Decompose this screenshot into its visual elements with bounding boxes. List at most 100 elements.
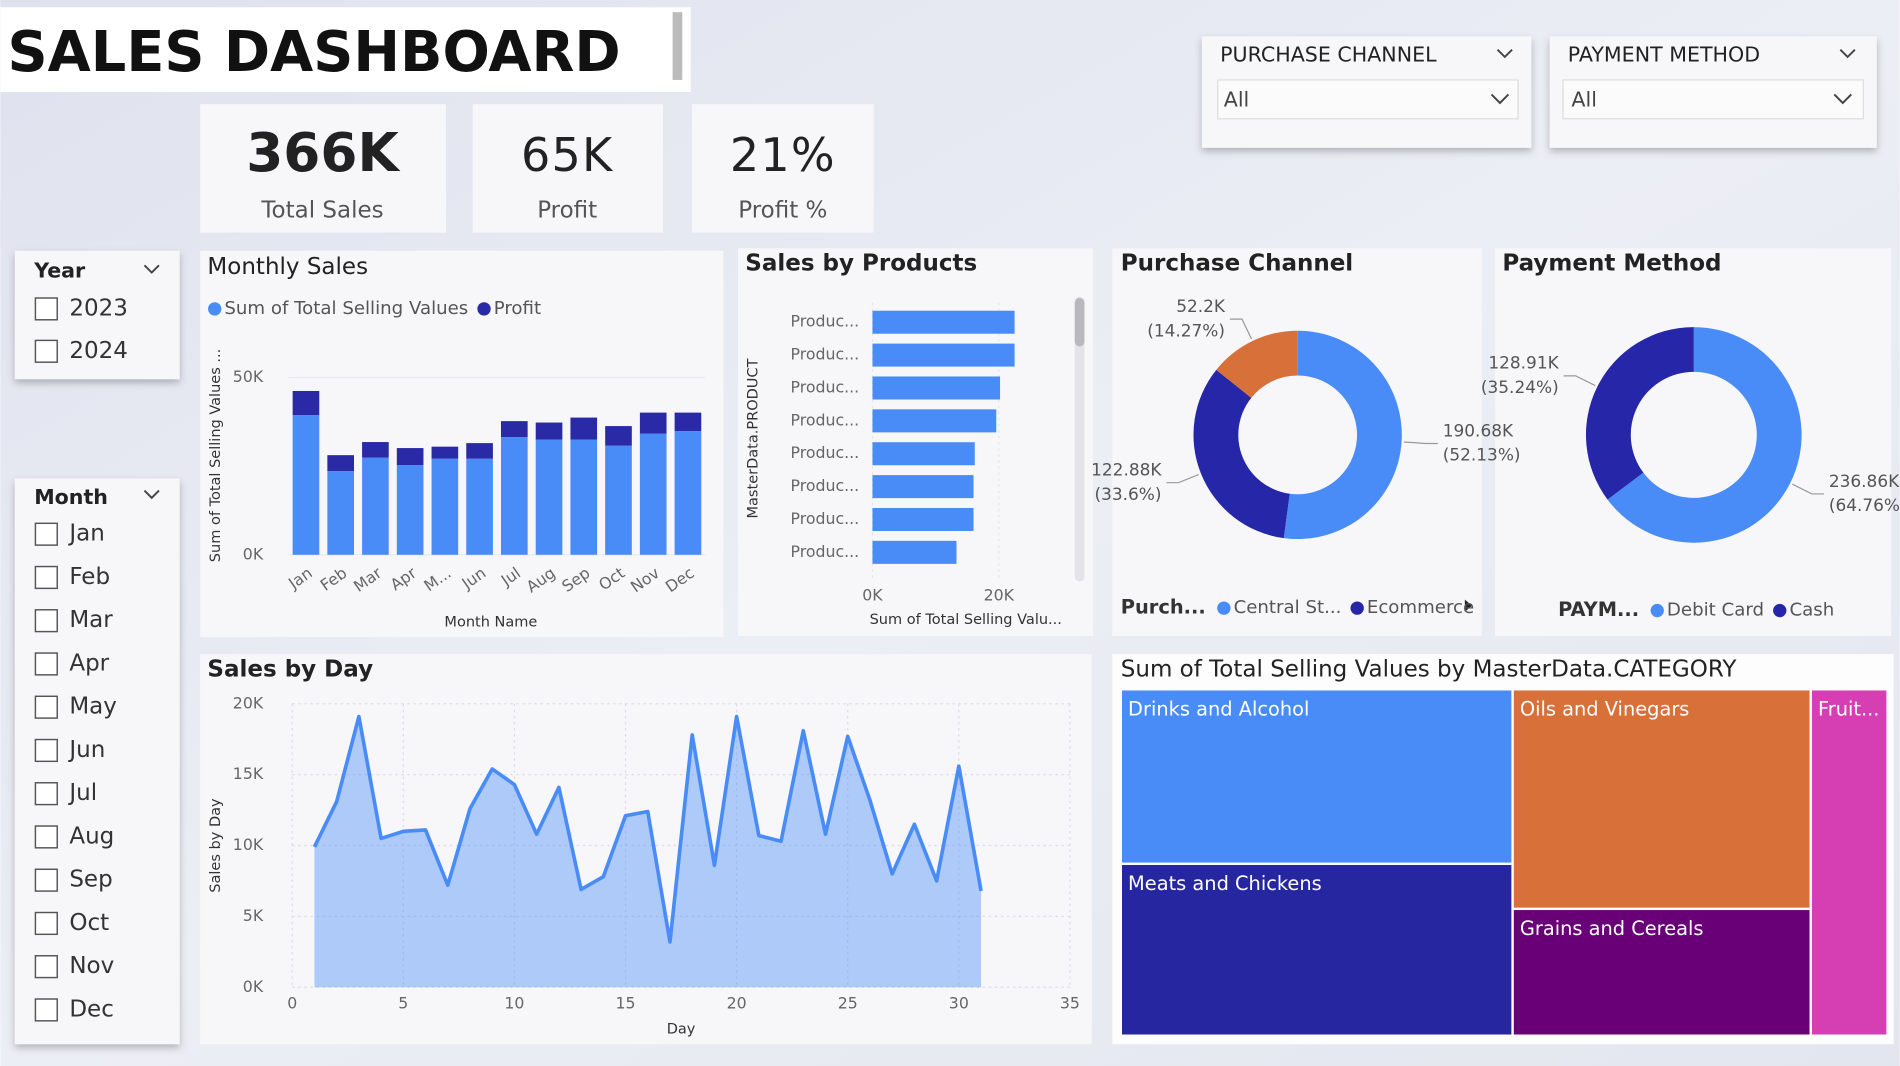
slicer-option: Jun (67, 737, 105, 763)
legend-swatch (1650, 603, 1664, 618)
y-tick-label: Produc... (791, 509, 860, 528)
legend-label: Ecommerce (1367, 597, 1474, 618)
y-tick-label: Produc... (791, 377, 860, 396)
bar (872, 442, 975, 466)
legend-swatch (208, 302, 222, 316)
donut-slice (1585, 327, 1694, 500)
bar-segment (570, 439, 598, 555)
kpi-value: 366K (246, 122, 400, 184)
bar-segment (639, 433, 667, 555)
slicer-option: 2024 (69, 338, 128, 364)
slicer-option: Jan (67, 521, 104, 547)
x-tick-label: 30 (949, 994, 969, 1013)
checkbox[interactable] (34, 652, 58, 676)
y-tick-label: Produc... (791, 312, 860, 331)
legend-swatch (1217, 601, 1231, 615)
legend-label: Profit (494, 298, 541, 319)
y-tick-label: 0K (243, 544, 264, 563)
filter-title: PAYMENT METHOD (1568, 43, 1760, 67)
dropdown[interactable] (1562, 79, 1864, 120)
dropdown[interactable] (1217, 79, 1519, 120)
checkbox[interactable] (34, 911, 58, 936)
donut-slice (1283, 330, 1402, 540)
x-axis-label: Sum of Total Selling Valu... (870, 612, 1062, 628)
bar (872, 409, 997, 433)
y-tick-label: 20K (233, 693, 264, 712)
checkbox[interactable] (34, 565, 58, 590)
x-tick-label: 0K (862, 585, 883, 604)
checkbox[interactable] (34, 868, 58, 892)
bar-segment (466, 443, 493, 459)
bar-segment (292, 390, 320, 416)
checkbox[interactable] (34, 998, 58, 1022)
slicer-option: Aug (69, 823, 114, 849)
bar-segment (466, 458, 493, 555)
treemap-tile (1513, 910, 1810, 1035)
tile-label: Fruit... (1818, 697, 1879, 720)
bar-segment (327, 471, 355, 555)
bar (872, 376, 1001, 400)
bar-segment (639, 412, 667, 434)
kpi-value: 21% (730, 128, 836, 182)
bar (872, 310, 1015, 334)
checkbox[interactable] (34, 339, 58, 363)
bar-segment (431, 446, 459, 459)
dashboard-title: SALES DASHBOARD (8, 20, 621, 85)
bar-segment (362, 442, 389, 458)
checkbox[interactable] (34, 738, 58, 763)
data-label: 52.2K (1176, 296, 1226, 316)
checkbox[interactable] (34, 695, 58, 719)
scrollbar-thumb[interactable] (1074, 297, 1085, 347)
chart-panel (200, 250, 724, 638)
checkbox[interactable] (34, 522, 58, 546)
bar-segment (570, 417, 598, 440)
checkbox[interactable] (34, 609, 58, 633)
legend-scroll-arrow[interactable] (1464, 599, 1473, 612)
leader-line (1166, 473, 1199, 484)
title-accent (672, 12, 683, 80)
y-tick-label: Produc... (791, 410, 860, 429)
y-axis-label: MasterData.PRODUCT (746, 358, 762, 518)
bar-segment (605, 445, 632, 555)
chart-title: Payment Method (1502, 251, 1721, 277)
leader-line (1792, 483, 1824, 495)
kpi-value: 65K (521, 128, 614, 182)
chart-title: Sales by Day (207, 656, 373, 682)
data-label: 190.68K (1443, 420, 1514, 440)
bar-segment (292, 415, 320, 555)
y-tick-label: 0K (243, 977, 264, 996)
bar-segment (362, 457, 389, 555)
bar (872, 343, 1015, 367)
chevron (1839, 48, 1856, 59)
legend-title: Purch... (1121, 596, 1206, 619)
tile-label: Drinks and Alcohol (1128, 697, 1309, 720)
legend-swatch (477, 302, 491, 316)
bar-segment (327, 455, 355, 472)
filter-title: PURCHASE CHANNEL (1220, 43, 1437, 67)
checkbox[interactable] (34, 955, 58, 979)
bar (872, 540, 957, 564)
kpi-card (200, 104, 447, 233)
x-axis-label: Day (667, 1022, 696, 1038)
checkbox[interactable] (34, 782, 58, 806)
chart-title: Sales by Products (745, 251, 977, 277)
tile-label: Grains and Cereals (1520, 917, 1704, 940)
slicer-option: Sep (69, 867, 112, 893)
tile-label: Oils and Vinegars (1520, 697, 1690, 720)
y-tick-label: 15K (233, 764, 264, 783)
checkbox[interactable] (34, 297, 58, 321)
bar-segment (535, 422, 563, 440)
slicer-option: May (69, 694, 117, 720)
legend-label: Debit Card (1667, 600, 1764, 621)
slicer-option: Mar (69, 607, 113, 633)
bar-segment (605, 426, 632, 446)
chart-title: Purchase Channel (1121, 251, 1353, 277)
kpi-card (691, 104, 874, 233)
slicer-option: Oct (69, 910, 109, 936)
checkbox[interactable] (34, 825, 58, 849)
legend-swatch (1773, 603, 1787, 618)
data-label: 128.91K (1488, 353, 1559, 373)
slicer-option: 2023 (69, 295, 128, 321)
chevron (143, 489, 160, 500)
